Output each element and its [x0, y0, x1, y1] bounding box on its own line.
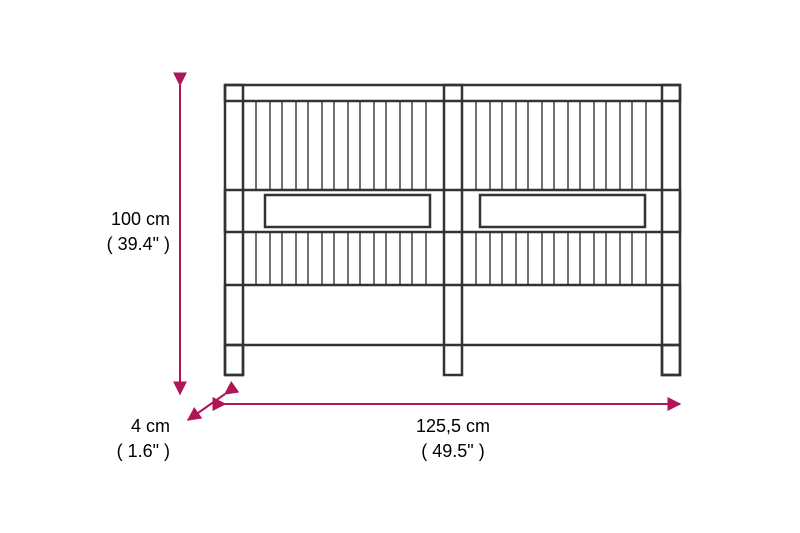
dimension-labels: 100 cm ( 39.4" ) 4 cm ( 1.6" ) 125,5 cm …	[107, 209, 490, 461]
accent-panel-left	[265, 195, 430, 227]
mid-rail	[225, 190, 680, 232]
leg-right	[662, 345, 680, 375]
dim-depth-imperial: ( 1.6" )	[117, 441, 170, 461]
dim-height-metric: 100 cm	[111, 209, 170, 229]
post-center	[444, 85, 462, 375]
dim-width-imperial: ( 49.5" )	[421, 441, 484, 461]
accent-panel-right	[480, 195, 645, 227]
slats-left	[256, 101, 426, 285]
dim-depth-metric: 4 cm	[131, 416, 170, 436]
bottom-rail	[225, 285, 680, 345]
post-left	[225, 85, 243, 375]
leg-left	[225, 345, 243, 375]
dim-height-imperial: ( 39.4" )	[107, 234, 170, 254]
dimension-lines	[180, 85, 680, 420]
dim-width-metric: 125,5 cm	[416, 416, 490, 436]
post-right	[662, 85, 680, 375]
top-rail	[225, 85, 680, 101]
slats-right	[476, 101, 646, 285]
headboard	[225, 85, 680, 375]
dim-depth-line	[188, 394, 225, 420]
